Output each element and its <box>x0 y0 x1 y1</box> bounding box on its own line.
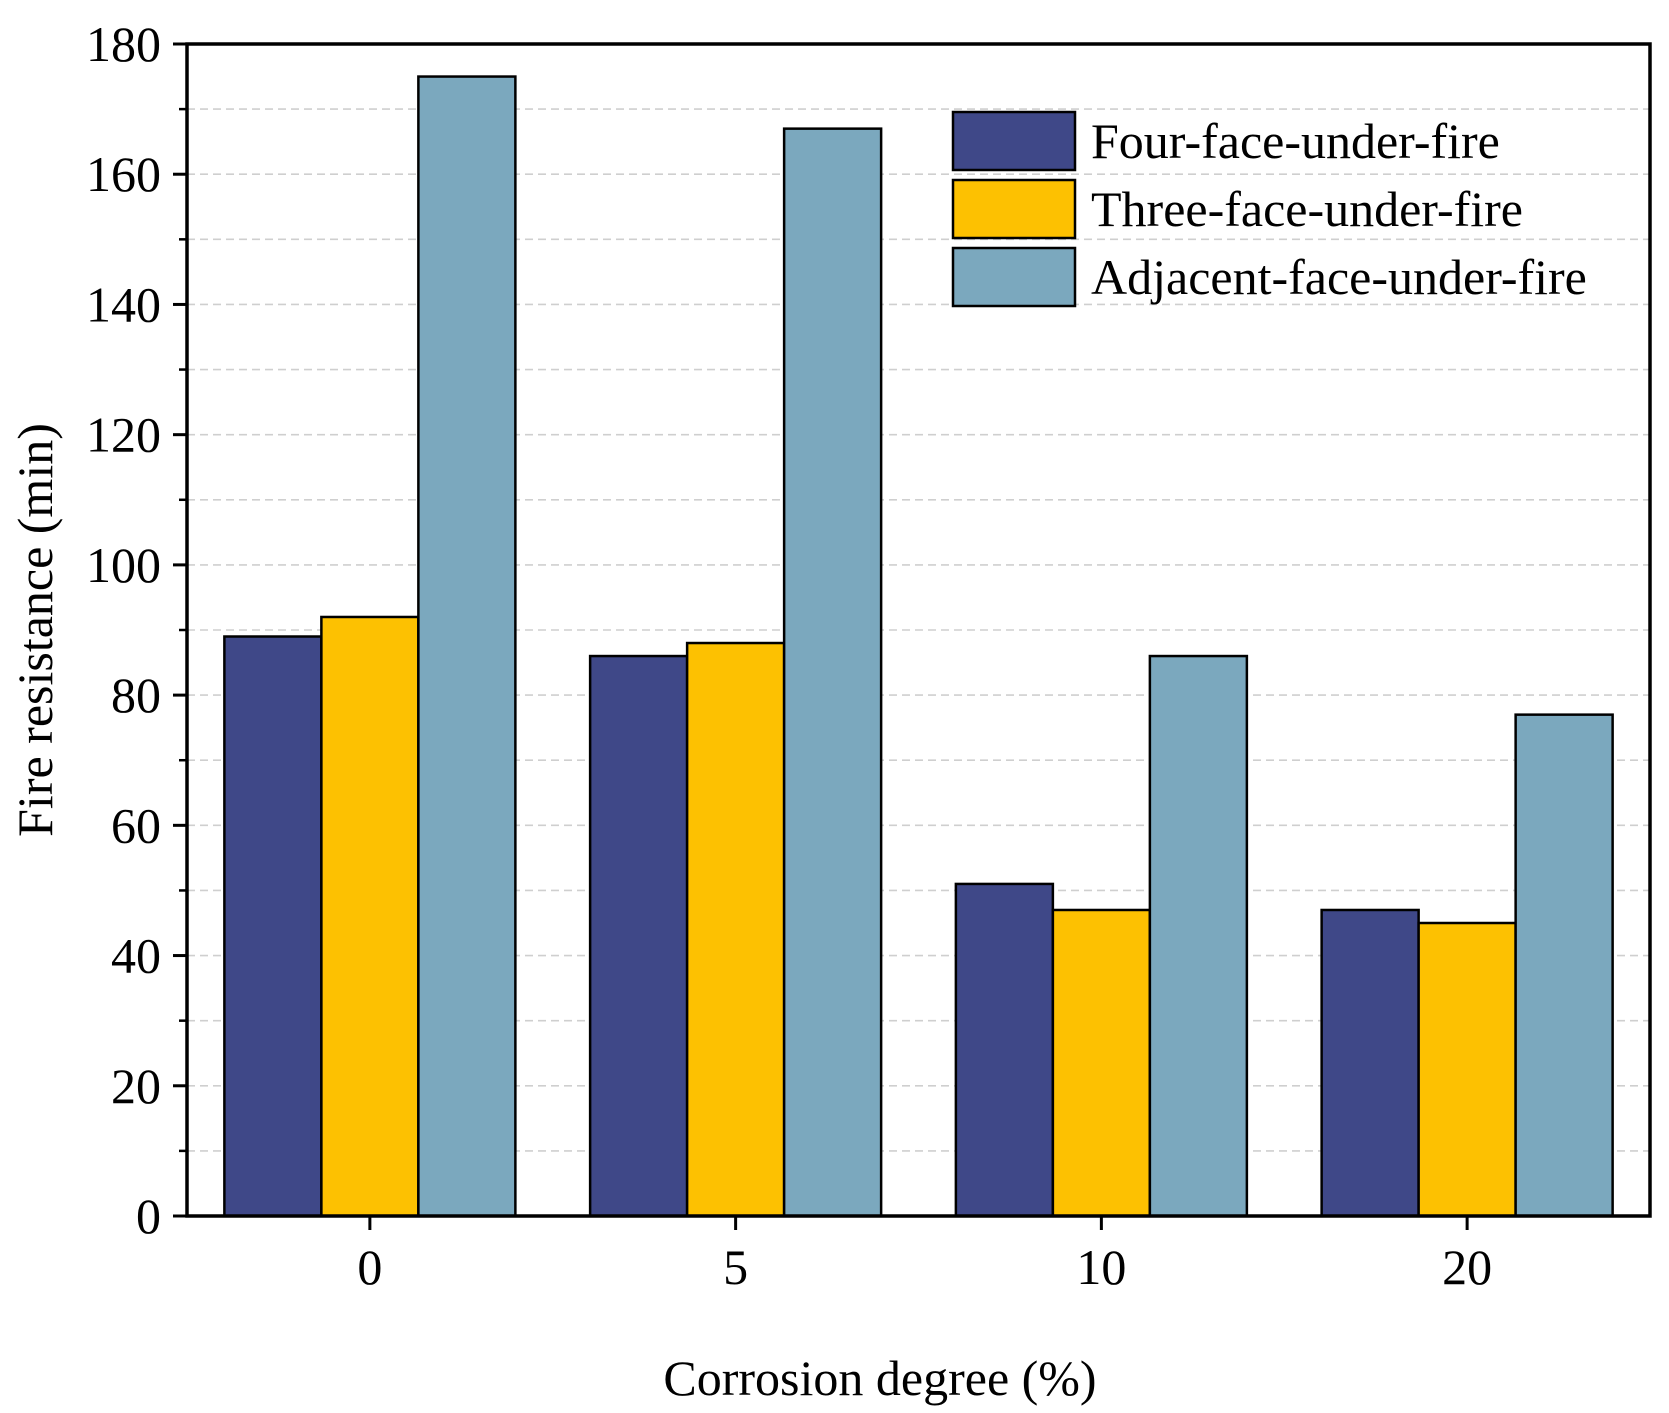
y-tick-label: 160 <box>86 146 161 202</box>
y-tick-label: 40 <box>111 928 161 984</box>
legend-swatch <box>951 246 1077 308</box>
y-tick-label: 60 <box>111 797 161 853</box>
bar <box>1514 713 1614 1218</box>
x-axis-ticks: 0 5 10 20 <box>357 1216 1492 1295</box>
x-axis-title: Corrosion degree (%) <box>663 1350 1096 1406</box>
y-axis-title: Fire resistance (min) <box>7 423 63 837</box>
x-tick-label: 0 <box>357 1239 382 1295</box>
bar <box>782 127 883 1218</box>
bar <box>417 75 517 1218</box>
y-tick-label: 180 <box>86 16 161 72</box>
legend-swatch <box>951 178 1077 240</box>
bar <box>1148 654 1249 1218</box>
y-tick-label: 140 <box>86 276 161 332</box>
x-tick-label: 5 <box>723 1239 748 1295</box>
bars <box>223 75 1614 1218</box>
bar <box>223 635 323 1218</box>
legend-swatch <box>951 110 1077 172</box>
bar <box>1417 921 1517 1218</box>
x-tick-label: 10 <box>1076 1239 1126 1295</box>
y-tick-label: 0 <box>136 1188 161 1244</box>
gridlines <box>187 108 1650 1152</box>
legend-label: Four-face-under-fire <box>1091 113 1500 169</box>
y-tick-label: 80 <box>111 667 161 723</box>
x-tick-label: 20 <box>1442 1239 1492 1295</box>
bar <box>320 615 420 1218</box>
bar <box>1320 908 1420 1218</box>
y-tick-label: 120 <box>86 407 161 463</box>
y-tick-label: 20 <box>111 1058 161 1114</box>
y-tick-label: 100 <box>86 537 161 593</box>
bar <box>685 641 786 1218</box>
legend-label: Three-face-under-fire <box>1091 181 1523 237</box>
legend: Four-face-under-fire Three-face-under-fir… <box>951 110 1587 308</box>
bar <box>588 654 689 1218</box>
y-axis-ticks: 0 20 40 60 80 100 120 140 160 180 <box>86 16 187 1244</box>
bar <box>954 882 1055 1218</box>
legend-label: Adjacent-face-under-fire <box>1091 249 1587 305</box>
bar <box>1051 908 1152 1218</box>
